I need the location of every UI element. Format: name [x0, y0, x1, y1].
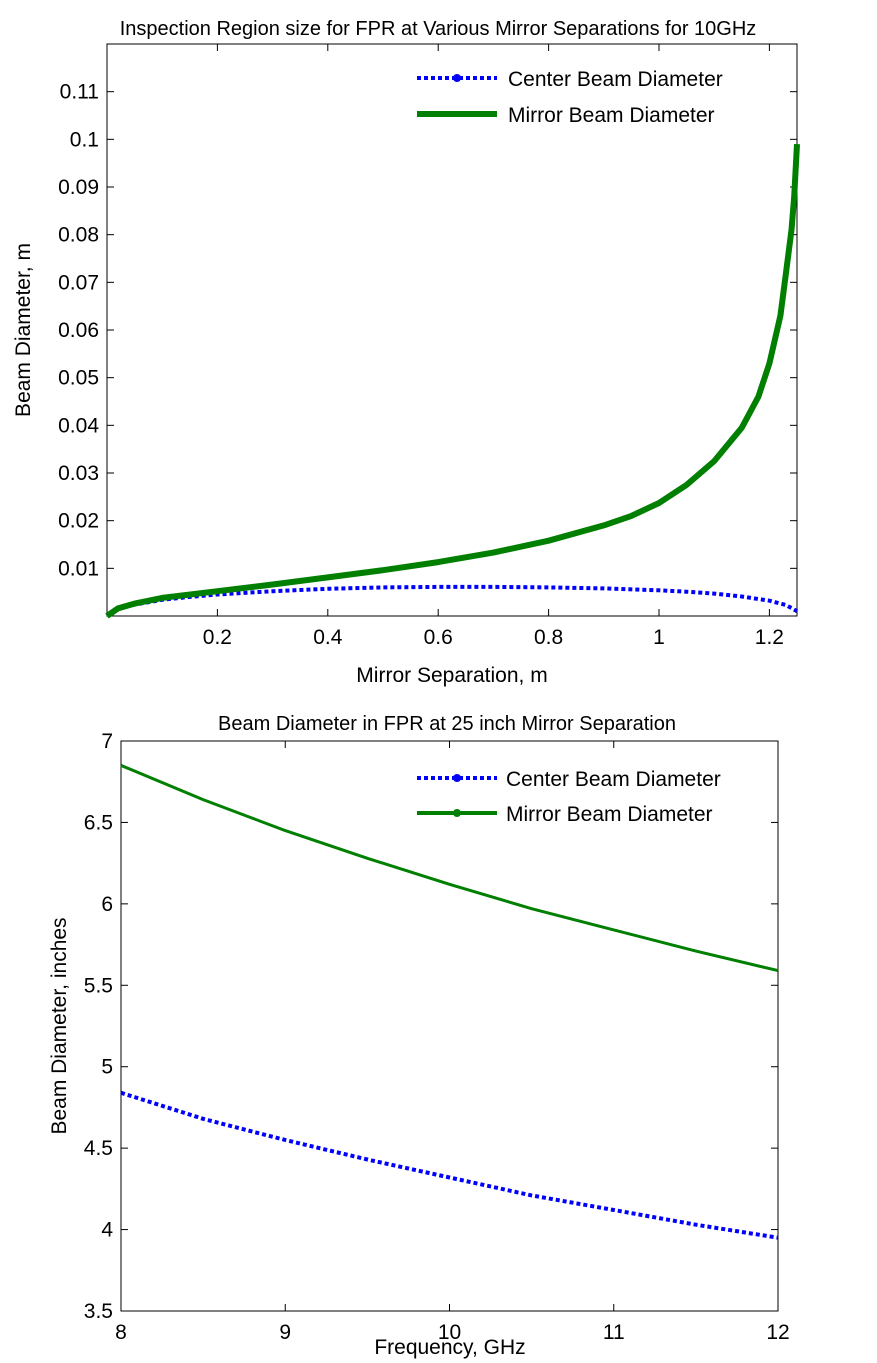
chart-1-xtick-label: 0.8	[534, 626, 563, 649]
chart-2-ytick-label: 6.5	[84, 811, 113, 834]
chart-2-title: Beam Diameter in FPR at 25 inch Mirror S…	[218, 713, 676, 735]
chart-1-series-mirror-line	[105, 143, 800, 619]
chart-2-ytick-label: 4	[101, 1219, 113, 1242]
chart-2-ytick-label: 3.5	[84, 1300, 113, 1323]
chart-1-legend-center-label: Center Beam Diameter	[508, 68, 723, 91]
chart-2-ytick-label: 5.5	[84, 974, 113, 997]
chart-2-xtick-label: 11	[603, 1321, 625, 1344]
chart-1-series	[105, 143, 800, 619]
chart-2-xtick-label: 10	[438, 1321, 461, 1344]
chart-1-legend-mirror-label: Mirror Beam Diameter	[508, 104, 715, 127]
chart-2-ytick-label: 5	[101, 1056, 113, 1079]
chart-1-xticks: 0.2 0.4 0.6 0.8 1 1.2	[203, 44, 784, 649]
chart-1-ytick-label: 0.01	[58, 557, 99, 580]
chart-2-xticks: 8 9 10 11 12	[115, 741, 790, 1344]
chart-1-ytick-label: 0.08	[58, 224, 99, 247]
chart-1-ytick-label: 0.04	[58, 414, 99, 437]
chart-1-plot-area	[106, 43, 798, 617]
chart-1-xtick-label: 0.4	[313, 626, 343, 649]
chart-2-series-mirror-line	[120, 764, 779, 973]
chart-1-ytick-label: 0.06	[58, 319, 99, 342]
chart-2-ytick-label: 7	[101, 730, 113, 753]
chart-1-ytick-label: 0.11	[60, 81, 99, 104]
chart-2-series	[120, 764, 779, 1240]
chart-2-legend-center-marker	[453, 774, 461, 782]
chart-2-series-center-line	[120, 1090, 779, 1240]
chart-2: Beam Diameter in FPR at 25 inch Mirror S…	[48, 713, 790, 1359]
chart-1-yticks: 0.01 0.02 0.03 0.04 0.05 0.06 0.07 0.08 0.09 0.1 0…	[58, 81, 797, 580]
chart-2-plot-area	[120, 740, 779, 1312]
chart-1-xtick-label: 0.2	[203, 626, 232, 649]
chart-1-legend-center-marker	[453, 74, 461, 82]
chart-2-xtick-label: 9	[279, 1321, 291, 1344]
chart-2-ylabel: Beam Diameter, inches	[48, 917, 71, 1134]
chart-2-ytick-label: 4.5	[84, 1137, 113, 1160]
chart-1-ytick-label: 0.1	[70, 128, 99, 151]
chart-2-legend-mirror-label: Mirror Beam Diameter	[506, 803, 713, 826]
chart-1-ylabel: Beam Diameter, m	[12, 243, 35, 417]
chart-1-ytick-label: 0.03	[58, 462, 99, 485]
chart-2-yticks: 3.5 4 4.5 5 5.5 6 6.5 7	[84, 730, 778, 1323]
chart-1-ytick-label: 0.09	[58, 176, 99, 199]
chart-1-xtick-label: 0.6	[424, 626, 453, 649]
chart-2-xtick-label: 12	[766, 1321, 789, 1344]
chart-1: Inspection Region size for FPR at Variou…	[12, 18, 800, 687]
chart-2-legend: Center Beam Diameter Mirror Beam Diamete…	[417, 768, 721, 826]
chart-1-ytick-label: 0.07	[58, 271, 99, 294]
chart-2-legend-mirror-marker	[453, 809, 461, 817]
chart-1-title: Inspection Region size for FPR at Variou…	[120, 18, 757, 40]
chart-1-legend: Center Beam Diameter Mirror Beam Diamete…	[417, 68, 723, 127]
chart-1-ytick-label: 0.05	[58, 367, 99, 390]
chart-1-ytick-label: 0.02	[58, 510, 99, 533]
chart-1-xlabel: Mirror Separation, m	[356, 664, 547, 687]
chart-1-xtick-label: 1.2	[755, 626, 784, 649]
chart-2-xlabel: Frequency, GHz	[374, 1336, 525, 1359]
chart-2-ytick-label: 6	[101, 893, 113, 916]
chart-2-xtick-label: 8	[115, 1321, 127, 1344]
chart-1-xtick-label: 1	[653, 626, 665, 649]
chart-2-legend-center-label: Center Beam Diameter	[506, 768, 721, 791]
